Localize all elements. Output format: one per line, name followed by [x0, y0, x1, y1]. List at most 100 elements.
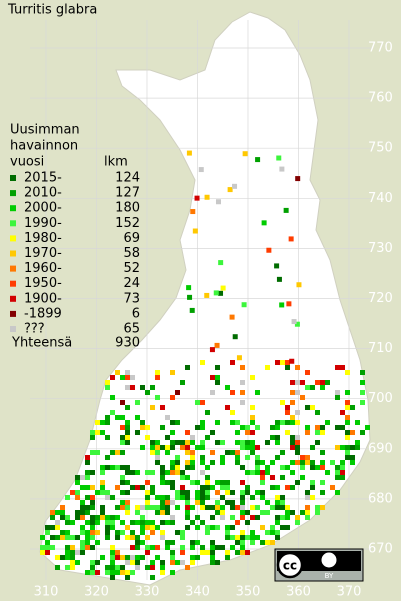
record-square — [155, 495, 160, 500]
record-square — [55, 565, 60, 570]
record-square — [335, 425, 340, 430]
record-square — [290, 380, 295, 385]
record-square — [225, 555, 230, 560]
record-square — [295, 390, 300, 395]
record-square — [320, 425, 325, 430]
record-square — [290, 400, 295, 405]
record-square — [365, 425, 370, 430]
record-square — [230, 360, 235, 365]
record-square — [218, 260, 224, 266]
record-square — [210, 555, 215, 560]
record-square — [266, 247, 272, 253]
record-square — [160, 405, 165, 410]
record-square — [120, 415, 125, 420]
record-square — [190, 465, 195, 470]
record-square — [345, 390, 350, 395]
record-square — [170, 570, 175, 575]
record-square — [255, 390, 260, 395]
record-square — [260, 510, 265, 515]
record-square — [80, 530, 85, 535]
record-square — [145, 500, 150, 505]
record-square — [180, 475, 185, 480]
record-square — [285, 505, 290, 510]
legend-count: 65 — [123, 322, 140, 337]
record-square — [145, 390, 150, 395]
record-square — [240, 505, 245, 510]
record-square — [320, 450, 325, 455]
legend-label: 1960- — [24, 261, 62, 276]
record-square — [260, 495, 265, 500]
record-square — [180, 495, 185, 500]
record-square — [235, 440, 240, 445]
record-square — [120, 425, 125, 430]
record-square — [225, 490, 230, 495]
record-square — [240, 465, 245, 470]
cc-text: cc — [283, 559, 297, 573]
record-square — [90, 525, 95, 530]
record-square — [110, 570, 115, 575]
record-square — [85, 570, 90, 575]
record-square — [210, 540, 215, 545]
record-square — [270, 485, 275, 490]
record-square — [194, 195, 200, 201]
record-square — [100, 485, 105, 490]
record-square — [50, 525, 55, 530]
legend-swatch — [10, 175, 16, 181]
record-square — [350, 405, 355, 410]
record-square — [105, 570, 110, 575]
record-square — [110, 550, 115, 555]
legend-swatch — [10, 265, 16, 272]
record-square — [205, 490, 210, 495]
record-square — [80, 510, 85, 515]
record-square — [165, 495, 170, 500]
record-square — [150, 385, 155, 390]
record-square — [310, 465, 315, 470]
legend-label: 2015- — [24, 171, 62, 186]
record-square — [185, 430, 190, 435]
record-square — [145, 505, 150, 510]
record-square — [45, 530, 50, 535]
record-square — [270, 460, 275, 465]
record-square — [180, 490, 185, 495]
record-square — [295, 176, 301, 182]
record-square — [305, 425, 310, 430]
record-square — [335, 365, 340, 370]
record-square — [95, 520, 100, 525]
record-square — [170, 550, 175, 555]
record-square — [290, 435, 295, 440]
record-square — [120, 475, 125, 480]
record-square — [135, 565, 140, 570]
record-square — [120, 465, 125, 470]
record-square — [279, 166, 285, 172]
legend-label: 1970- — [24, 246, 62, 261]
record-square — [340, 475, 345, 480]
record-square — [125, 570, 130, 575]
record-square — [186, 150, 192, 156]
record-square — [150, 485, 155, 490]
record-square — [265, 470, 270, 475]
record-square — [325, 380, 330, 385]
record-square — [190, 520, 195, 525]
record-square — [125, 420, 130, 425]
record-square — [355, 445, 360, 450]
northing-label: 680 — [368, 491, 393, 506]
record-square — [105, 465, 110, 470]
record-square — [125, 430, 130, 435]
record-square — [218, 290, 224, 296]
record-square — [290, 470, 295, 475]
record-square — [220, 545, 225, 550]
record-square — [120, 480, 125, 485]
record-square — [175, 490, 180, 495]
record-square — [135, 535, 140, 540]
record-square — [210, 515, 215, 520]
record-square — [305, 455, 310, 460]
record-square — [100, 430, 105, 435]
record-square — [85, 545, 90, 550]
record-square — [220, 480, 225, 485]
record-square — [170, 430, 175, 435]
record-square — [190, 545, 195, 550]
record-square — [95, 430, 100, 435]
record-square — [250, 440, 255, 445]
record-square — [175, 470, 180, 475]
